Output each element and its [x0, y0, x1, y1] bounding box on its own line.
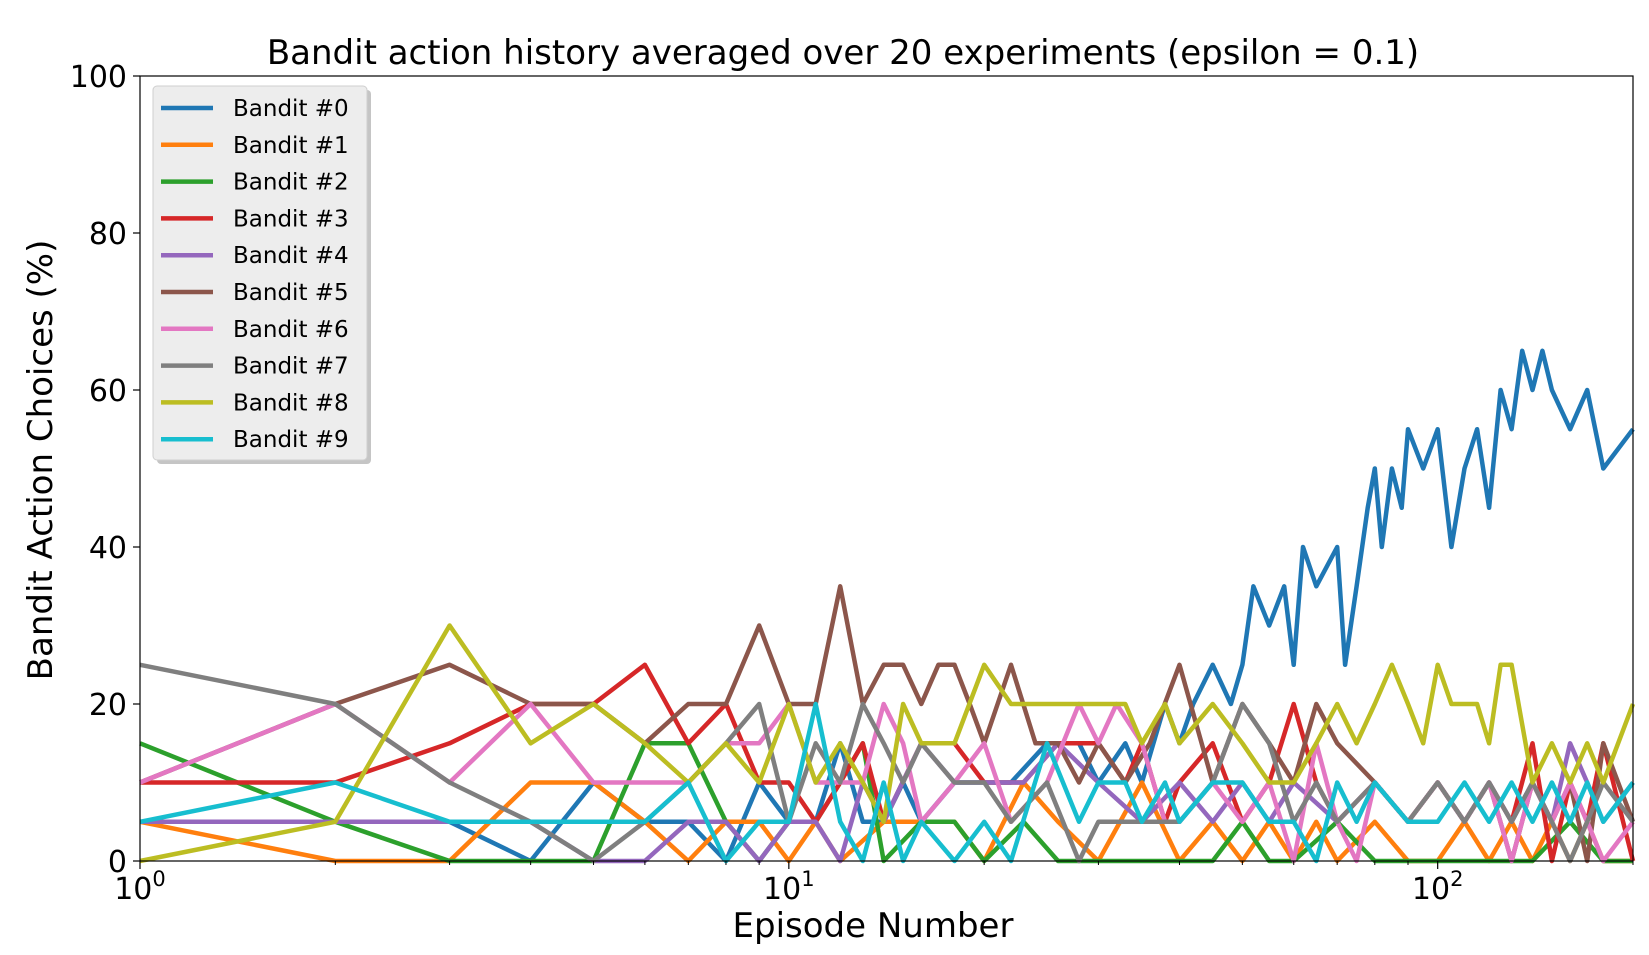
- legend-label: Bandit #8: [233, 390, 349, 416]
- x-tick-label: 101: [763, 867, 815, 907]
- plot-area: [139, 75, 1636, 864]
- x-axis-label: Episode Number: [733, 906, 1014, 946]
- legend: Bandit #0 Bandit #1 Bandit #2 Bandit #3 Band…: [152, 85, 371, 464]
- series-line-bandit-6: [139, 701, 1635, 864]
- y-axis-ticks: 0 20 40 60 80 100: [70, 60, 140, 880]
- legend-label: Bandit #1: [233, 133, 349, 159]
- y-tick-label: 100: [70, 60, 127, 95]
- series-line-bandit-8: [139, 623, 1636, 864]
- legend-label: Bandit #5: [233, 280, 349, 306]
- y-tick-label: 40: [89, 531, 127, 566]
- plot-frame: [139, 75, 1634, 862]
- legend-label: Bandit #2: [233, 170, 349, 196]
- series-group: [139, 348, 1636, 864]
- legend-label: Bandit #6: [233, 317, 349, 343]
- y-tick-label: 80: [89, 217, 127, 252]
- legend-label: Bandit #4: [233, 243, 349, 269]
- chart-title: Bandit action history averaged over 20 e…: [267, 33, 1419, 73]
- x-tick-label: 100: [114, 867, 166, 907]
- legend-label: Bandit #7: [233, 354, 349, 380]
- x-tick-label: 102: [1412, 867, 1464, 907]
- legend-label: Bandit #0: [233, 96, 349, 122]
- y-axis-label: Bandit Action Choices (%): [21, 240, 61, 681]
- y-tick-label: 60: [89, 374, 127, 409]
- legend-label: Bandit #3: [233, 206, 349, 232]
- x-axis-ticks: 100 101 102: [114, 861, 1634, 907]
- y-tick-label: 0: [108, 845, 127, 880]
- legend-label: Bandit #9: [233, 427, 349, 453]
- y-tick-label: 20: [89, 688, 127, 723]
- series-line-bandit-9: [139, 701, 1635, 864]
